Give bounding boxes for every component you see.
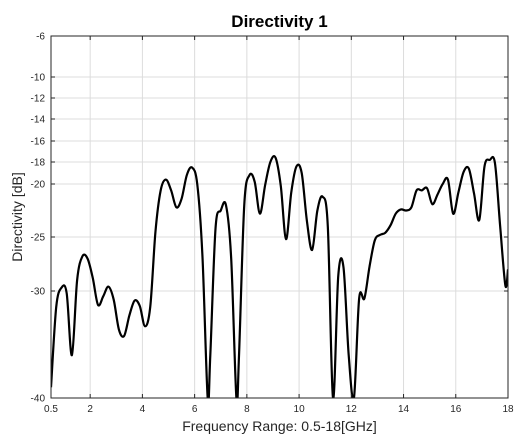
- x-tick-label: 18: [502, 404, 514, 415]
- x-tick-label: 6: [192, 404, 198, 415]
- y-tick-label: -18: [31, 158, 46, 169]
- chart-title: Directivity 1: [231, 12, 327, 31]
- x-tick-label: 16: [450, 404, 462, 415]
- y-tick-label: -14: [31, 115, 46, 126]
- x-tick-label: 0.5: [44, 404, 58, 415]
- x-tick-label: 14: [398, 404, 410, 415]
- y-tick-label: -16: [31, 137, 46, 148]
- y-axis-label: Directivity [dB]: [9, 172, 25, 261]
- x-tick-label: 8: [244, 404, 250, 415]
- y-tick-label: -40: [31, 394, 46, 405]
- y-tick-label: -30: [31, 287, 46, 298]
- y-tick-label: -20: [31, 180, 46, 191]
- y-tick-label: -6: [36, 32, 45, 43]
- x-axis-label: Frequency Range: 0.5-18[GHz]: [182, 418, 377, 434]
- y-tick-label: -10: [31, 73, 46, 84]
- y-tick-label: -12: [31, 94, 46, 105]
- plot-area: [51, 36, 508, 398]
- x-tick-label: 2: [87, 404, 93, 415]
- x-tick-label: 4: [140, 404, 146, 415]
- x-tick-label: 10: [294, 404, 306, 415]
- y-tick-label: -25: [31, 233, 46, 244]
- x-tick-label: 12: [346, 404, 358, 415]
